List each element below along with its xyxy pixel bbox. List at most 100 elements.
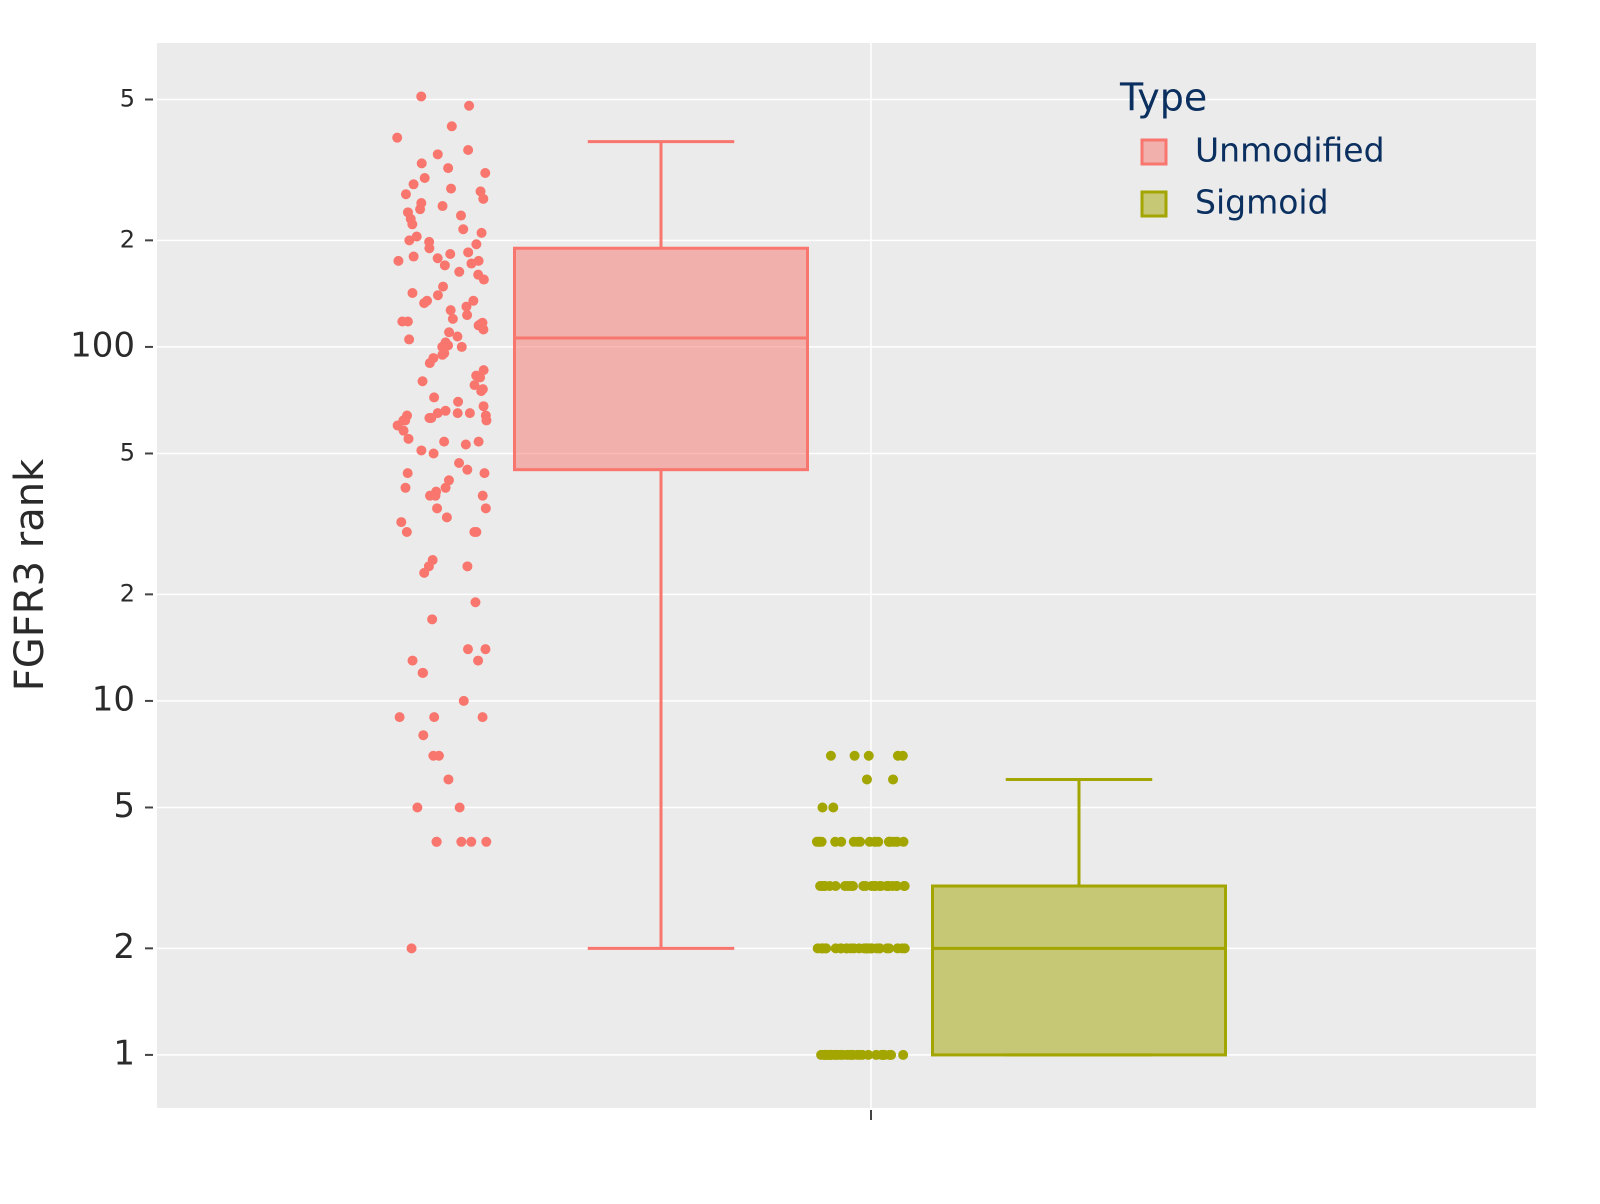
point bbox=[830, 836, 841, 847]
point bbox=[422, 295, 433, 306]
point bbox=[402, 410, 413, 421]
point bbox=[408, 179, 419, 190]
point bbox=[478, 365, 489, 376]
point bbox=[424, 236, 435, 247]
point bbox=[462, 310, 473, 321]
point bbox=[477, 490, 488, 501]
point bbox=[429, 392, 440, 403]
point bbox=[844, 1049, 855, 1060]
point bbox=[455, 210, 466, 221]
point bbox=[861, 774, 872, 785]
point bbox=[475, 186, 486, 197]
point bbox=[443, 774, 454, 785]
point bbox=[471, 527, 482, 538]
point bbox=[899, 881, 910, 892]
point bbox=[456, 341, 467, 352]
point bbox=[892, 750, 903, 761]
point bbox=[444, 327, 455, 338]
point bbox=[419, 173, 430, 184]
point bbox=[473, 655, 484, 666]
point bbox=[416, 91, 427, 102]
point bbox=[863, 750, 874, 761]
point bbox=[392, 132, 403, 143]
point bbox=[428, 353, 439, 364]
point bbox=[463, 144, 474, 155]
point bbox=[429, 712, 440, 723]
point bbox=[440, 405, 451, 416]
point bbox=[404, 334, 415, 345]
point bbox=[440, 337, 451, 348]
point bbox=[870, 881, 881, 892]
point bbox=[468, 295, 479, 306]
point bbox=[466, 836, 477, 847]
point bbox=[396, 517, 407, 528]
point bbox=[849, 750, 860, 761]
point bbox=[477, 317, 488, 328]
point bbox=[446, 121, 457, 132]
legend-label: Sigmoid bbox=[1195, 183, 1329, 222]
point bbox=[446, 183, 457, 194]
point bbox=[871, 1049, 882, 1060]
point bbox=[406, 943, 417, 954]
point bbox=[898, 1049, 909, 1060]
point bbox=[854, 1049, 865, 1060]
y-axis-label: FGFR3 rank bbox=[7, 458, 53, 691]
y-tick-label: 5 bbox=[120, 84, 135, 112]
point bbox=[481, 836, 492, 847]
point bbox=[460, 439, 471, 450]
box bbox=[513, 246, 809, 472]
point bbox=[825, 750, 836, 761]
point bbox=[817, 802, 828, 813]
point bbox=[431, 486, 442, 497]
point bbox=[428, 750, 439, 761]
point bbox=[841, 943, 852, 954]
point bbox=[886, 1049, 897, 1060]
point bbox=[478, 401, 489, 412]
box bbox=[931, 884, 1227, 1057]
point bbox=[863, 1049, 874, 1060]
point bbox=[480, 644, 491, 655]
point bbox=[432, 408, 443, 419]
point bbox=[462, 644, 473, 655]
point bbox=[461, 301, 472, 312]
point bbox=[438, 281, 449, 292]
point bbox=[454, 802, 465, 813]
point bbox=[888, 774, 899, 785]
point bbox=[819, 1049, 830, 1060]
point bbox=[845, 881, 856, 892]
point bbox=[462, 464, 473, 475]
point bbox=[884, 943, 895, 954]
point bbox=[884, 881, 895, 892]
point bbox=[432, 149, 443, 160]
point bbox=[428, 448, 439, 459]
point bbox=[820, 943, 831, 954]
point bbox=[480, 167, 491, 178]
point bbox=[473, 269, 484, 280]
point bbox=[828, 802, 839, 813]
point bbox=[408, 251, 419, 262]
point bbox=[447, 313, 458, 324]
point bbox=[454, 457, 465, 468]
legend-swatch bbox=[1140, 138, 1168, 166]
point bbox=[454, 266, 465, 277]
point bbox=[400, 482, 411, 493]
point bbox=[407, 288, 418, 299]
point bbox=[400, 189, 411, 200]
point bbox=[431, 836, 442, 847]
y-tick-label: 2 bbox=[120, 579, 135, 607]
point bbox=[445, 249, 456, 260]
point bbox=[416, 158, 427, 169]
point bbox=[870, 836, 881, 847]
point bbox=[829, 1049, 840, 1060]
point bbox=[418, 730, 429, 741]
point bbox=[452, 331, 463, 342]
point bbox=[824, 881, 835, 892]
point bbox=[417, 376, 428, 387]
point bbox=[480, 503, 491, 514]
point bbox=[476, 227, 487, 238]
point bbox=[404, 235, 415, 246]
y-tick-label: 100 bbox=[70, 325, 135, 365]
point bbox=[402, 468, 413, 479]
point bbox=[403, 433, 414, 444]
